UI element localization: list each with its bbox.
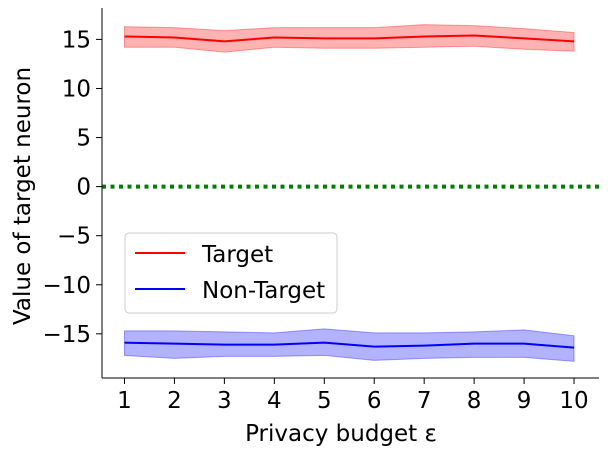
y-axis-label: Value of target neuron bbox=[10, 67, 36, 325]
x-tick-label: 10 bbox=[559, 388, 588, 414]
x-tick-label: 4 bbox=[267, 388, 282, 414]
x-tick-label: 2 bbox=[167, 388, 182, 414]
x-ticks: 1 2 3 4 5 6 7 8 9 10 bbox=[117, 378, 589, 414]
series-line-target bbox=[124, 34, 575, 43]
x-tick-label: 7 bbox=[417, 388, 432, 414]
legend: Target Non-Target bbox=[124, 232, 338, 314]
y-tick-label: 10 bbox=[62, 76, 91, 102]
y-ticks: 15 10 5 0 −5 −10 −15 bbox=[42, 27, 102, 348]
x-axis-label: Privacy budget ε bbox=[245, 421, 437, 447]
x-tick-label: 6 bbox=[367, 388, 382, 414]
x-tick-label: 8 bbox=[467, 388, 482, 414]
x-tick-label: 1 bbox=[117, 388, 132, 414]
axes bbox=[101, 8, 599, 379]
x-tick-label: 3 bbox=[217, 388, 232, 414]
y-tick-label: −15 bbox=[42, 322, 91, 348]
y-tick-label: 5 bbox=[76, 126, 91, 152]
x-tick-label: 9 bbox=[517, 388, 532, 414]
x-tick-label: 5 bbox=[317, 388, 332, 414]
y-tick-label: −10 bbox=[42, 273, 91, 299]
legend-label-non-target: Non-Target bbox=[202, 278, 325, 304]
y-tick-label: 0 bbox=[76, 175, 91, 201]
series-lines bbox=[124, 34, 575, 349]
series-line-non-target bbox=[124, 341, 575, 349]
legend-label-target: Target bbox=[201, 242, 273, 268]
y-tick-label: 15 bbox=[62, 27, 91, 53]
y-tick-label: −5 bbox=[57, 224, 91, 250]
